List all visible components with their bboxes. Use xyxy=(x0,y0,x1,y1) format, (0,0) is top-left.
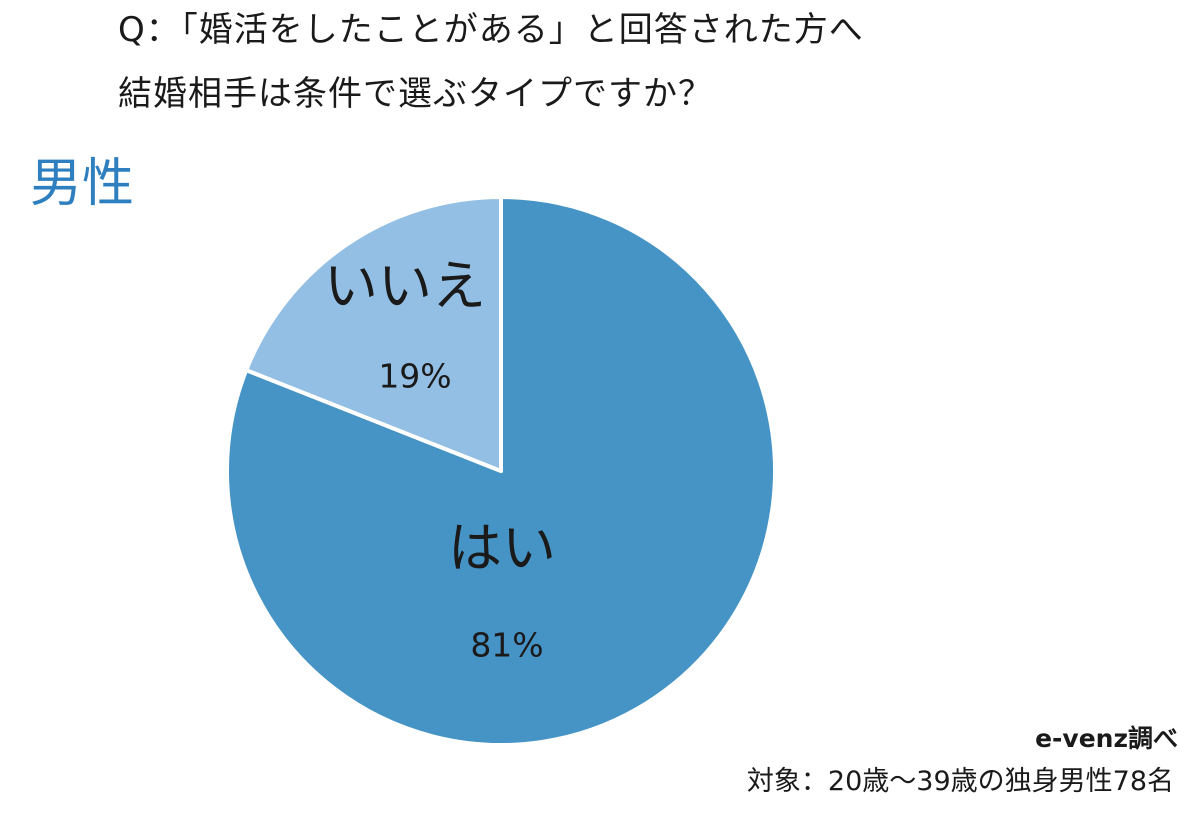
slice-value-no: 19% xyxy=(378,357,451,396)
pie-slice-no xyxy=(244,195,503,473)
slice-label-no: いいえ xyxy=(324,255,486,318)
slice-value-yes: 81% xyxy=(470,626,543,665)
survey-target: 対象：20歳〜39歳の独身男性78名 xyxy=(746,766,1174,797)
question-line-1: Q：「婚活をしたことがある」と回答された方へ xyxy=(118,10,864,50)
source-credit: e-venz調べ xyxy=(1035,724,1178,753)
question-line-2: 結婚相手は条件で選ぶタイプですか？ xyxy=(118,74,713,114)
group-label: 男性 xyxy=(30,154,135,214)
slice-label-yes: はい xyxy=(448,517,556,580)
